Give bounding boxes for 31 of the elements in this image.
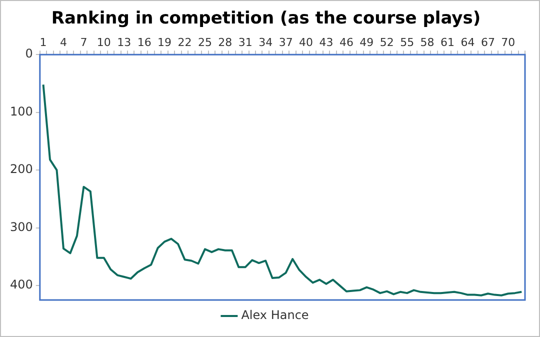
x-tick-label: 4: [60, 36, 67, 49]
x-tick-label: 49: [360, 36, 374, 49]
x-tick-label: 10: [96, 36, 111, 49]
legend-label: Alex Hance: [241, 308, 309, 322]
x-tick-label: 16: [137, 36, 152, 49]
x-tick-label: 52: [380, 36, 394, 49]
x-tick-label: 40: [299, 36, 314, 49]
x-tick-label: 67: [480, 36, 495, 49]
x-tick-label: 43: [319, 36, 334, 49]
x-tick-label: 37: [278, 36, 293, 49]
x-tick-label: 22: [178, 36, 192, 49]
y-tick-label: 200: [10, 162, 33, 176]
x-tick-label: 19: [158, 36, 172, 49]
y-tick-label: 300: [10, 220, 33, 234]
y-tick-label: 0: [25, 46, 33, 61]
x-tick-label: 28: [218, 36, 232, 49]
x-tick-label: 25: [198, 36, 212, 49]
x-tick-label: 58: [420, 36, 434, 49]
x-tick-label: 13: [117, 36, 132, 49]
x-tick-label: 55: [400, 36, 414, 49]
y-tick-label: 100: [10, 104, 33, 118]
x-tick-label: 31: [238, 36, 252, 49]
x-tick-label: 61: [440, 36, 455, 49]
x-tick-label: 46: [339, 36, 354, 49]
x-tick-label: 70: [501, 36, 516, 49]
x-tick-label: 34: [258, 36, 273, 49]
x-tick-label: 1: [40, 36, 47, 49]
chart-title: Ranking in competition (as the course plays): [51, 8, 481, 29]
x-tick-label: 64: [460, 36, 475, 49]
x-tick-label: 7: [80, 36, 88, 49]
y-tick-label: 400: [10, 278, 33, 292]
